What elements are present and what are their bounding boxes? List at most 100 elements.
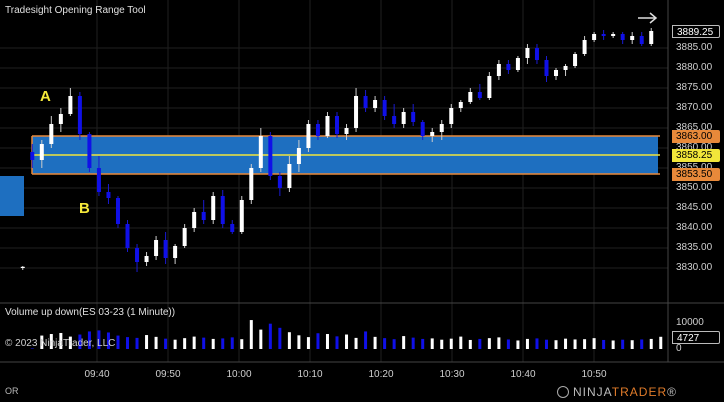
volume-bar (468, 339, 472, 349)
volume-bar (573, 339, 577, 349)
volume-bar (126, 337, 130, 349)
volume-bar (459, 336, 463, 349)
volume-bar (506, 339, 510, 349)
time-axis-label: 10:00 (226, 369, 252, 380)
annotation-label-a: A (40, 88, 51, 105)
candle-down (392, 116, 397, 124)
candle-up (182, 228, 187, 246)
volume-bar (449, 338, 453, 349)
candle-up (68, 96, 73, 114)
candle-down (382, 100, 387, 116)
candle-down (601, 34, 606, 36)
volume-bar (345, 334, 349, 349)
volume-bar (554, 340, 558, 349)
volume-bar (230, 337, 234, 349)
volume-bar (297, 335, 301, 349)
volume-bar (516, 340, 520, 349)
volume-bar (383, 338, 387, 349)
volume-bar (287, 332, 291, 349)
volume-axis-label: 10000 (676, 317, 704, 329)
candle-down (125, 224, 130, 248)
candle-up (592, 34, 597, 40)
candle-up (525, 48, 530, 58)
candle-up (439, 124, 444, 132)
price-axis-label: 3875.00 (676, 82, 713, 93)
copyright-notice: © 2023 NinjaTrader, LLC (5, 338, 116, 349)
candle-down (115, 198, 120, 224)
candle-up (154, 240, 159, 256)
volume-bar (173, 339, 177, 349)
candle-down (363, 96, 368, 108)
candle-up (211, 196, 216, 220)
candle-up (249, 168, 254, 200)
volume-bar (392, 339, 396, 349)
volume-bar (402, 336, 406, 349)
annotation-label-b: B (79, 200, 90, 217)
candle-down (506, 64, 511, 70)
candle-up (239, 200, 244, 232)
volume-bar (487, 338, 491, 349)
candle-up (449, 108, 454, 124)
volume-bar (249, 320, 253, 349)
volume-bar (611, 340, 615, 349)
candle-up (401, 112, 406, 124)
volume-bar (630, 340, 634, 349)
candle-up (468, 92, 473, 102)
candle-up (344, 128, 349, 134)
candle-down (163, 240, 168, 258)
volume-bar (316, 333, 320, 349)
volume-bar (497, 337, 501, 349)
candle-down (411, 112, 416, 122)
volume-bar (211, 338, 215, 349)
candle-down (620, 34, 625, 40)
volume-bar (145, 335, 149, 349)
candle-up (325, 116, 330, 136)
candle-up (373, 100, 378, 108)
volume-bar (97, 330, 101, 349)
price-axis-label: 3865.00 (676, 122, 713, 133)
price-axis-label: 3880.00 (676, 62, 713, 73)
chart-title: Tradesight Opening Range Tool (5, 5, 146, 16)
candle-up (649, 31, 654, 44)
volume-bar (440, 339, 444, 349)
price-axis-label: 3870.00 (676, 102, 713, 113)
brand-suffix: ® (667, 385, 677, 399)
candle-up (582, 40, 587, 54)
volume-bar (535, 338, 539, 349)
candle-up (354, 96, 359, 128)
candle-down (477, 92, 482, 98)
or-low-price-tag: 3853.50 (672, 168, 720, 181)
volume-bar (49, 334, 53, 349)
candle-down (268, 136, 273, 176)
candle-up (58, 114, 63, 124)
volume-bar (259, 329, 263, 349)
candle-down (135, 248, 140, 262)
candle-up (258, 136, 263, 168)
candle-up (144, 256, 149, 262)
last-volume-tag: 4727 (672, 330, 720, 344)
time-axis-label: 10:20 (368, 369, 394, 380)
candle-down (639, 36, 644, 44)
volume-bar (306, 337, 310, 349)
candle-down (534, 48, 539, 60)
volume-bar (154, 336, 158, 349)
price-axis-label: 3840.00 (676, 222, 713, 233)
last-price-tag: 3889.25 (672, 25, 720, 38)
price-axis-label: 3885.00 (676, 42, 713, 53)
volume-bar (640, 339, 644, 349)
time-axis-label: 10:10 (297, 369, 323, 380)
candle-up (630, 36, 635, 40)
volume-bar (621, 339, 625, 349)
volume-panel-title: Volume up down(ES 03-23 (1 Minute)) (5, 307, 176, 318)
volume-bar (78, 334, 82, 349)
volume-bar (649, 338, 653, 349)
candle-down (30, 152, 35, 160)
candle-up (515, 58, 520, 70)
price-axis-label: 3850.00 (676, 182, 713, 193)
status-label-or[interactable]: OR (5, 386, 19, 396)
candle-down (220, 196, 225, 224)
candle-up (20, 266, 25, 268)
brand-second: TRADER (611, 385, 668, 399)
